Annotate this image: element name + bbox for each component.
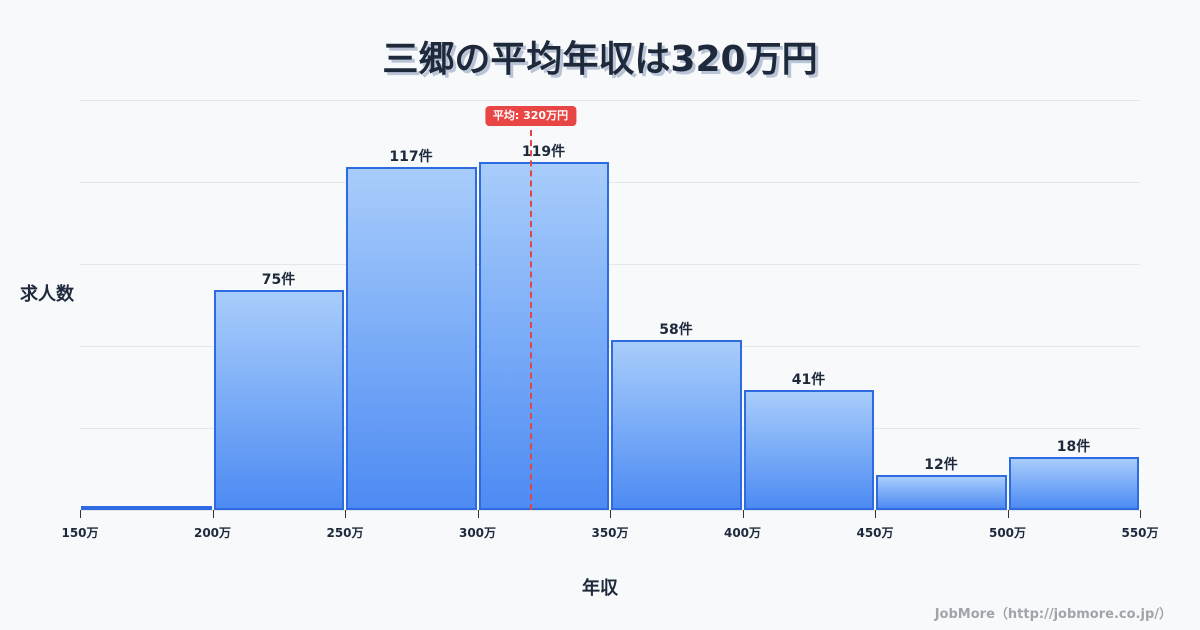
histogram-bar — [346, 167, 477, 510]
x-axis-tick-label: 500万 — [988, 526, 1027, 540]
histogram-bar — [611, 340, 742, 510]
histogram-bar — [81, 506, 212, 510]
x-axis-tick — [212, 510, 214, 518]
gridline — [80, 100, 1140, 101]
histogram-bar — [478, 161, 609, 510]
source-credit: JobMore（http://jobmore.co.jp/） — [934, 607, 1172, 622]
chart-title: 三郷の平均年収は320万円 — [382, 39, 818, 80]
mean-marker-line — [529, 130, 532, 510]
x-axis-tick — [610, 510, 611, 518]
bar-value-label: 12件 — [924, 456, 958, 473]
gridline — [80, 346, 1140, 347]
x-axis-tick — [875, 510, 876, 518]
x-axis-tick — [345, 510, 346, 518]
x-axis-tick-label: 550万 — [1121, 526, 1159, 540]
bar-value-label: 117件 — [389, 149, 433, 166]
bar-value-label: 41件 — [791, 371, 826, 388]
gridline — [80, 264, 1140, 265]
histogram-bar — [213, 290, 344, 510]
bar-value-label: 119件 — [521, 143, 566, 160]
y-axis-label: 求人数 — [20, 284, 74, 305]
x-axis-tick-label: 250万 — [326, 526, 364, 540]
bar-value-label: 75件 — [261, 272, 296, 289]
x-axis-tick-label: 150万 — [61, 526, 99, 540]
x-axis-label: 年収 — [582, 578, 618, 599]
x-axis-tick — [1140, 510, 1141, 518]
histogram-bar — [1008, 457, 1139, 510]
bar-value-label: 18件 — [1056, 439, 1091, 456]
x-axis-tick — [1007, 510, 1009, 518]
x-axis-tick-label: 450万 — [856, 526, 894, 540]
x-axis-tick-label: 350万 — [591, 526, 629, 540]
mean-badge: 平均: 320万円 — [484, 106, 577, 126]
x-axis-tick — [477, 510, 479, 518]
gridline — [80, 182, 1140, 183]
bar-value-label: 58件 — [659, 322, 693, 339]
x-axis-tick-label: 200万 — [193, 526, 232, 540]
x-axis-tick — [742, 510, 744, 518]
x-axis-tick — [80, 510, 81, 518]
histogram-bar — [743, 389, 874, 510]
histogram-bar — [876, 474, 1007, 510]
x-axis-tick-label: 300万 — [458, 526, 497, 540]
x-axis-tick-label: 400万 — [723, 526, 762, 540]
gridline — [80, 428, 1140, 429]
